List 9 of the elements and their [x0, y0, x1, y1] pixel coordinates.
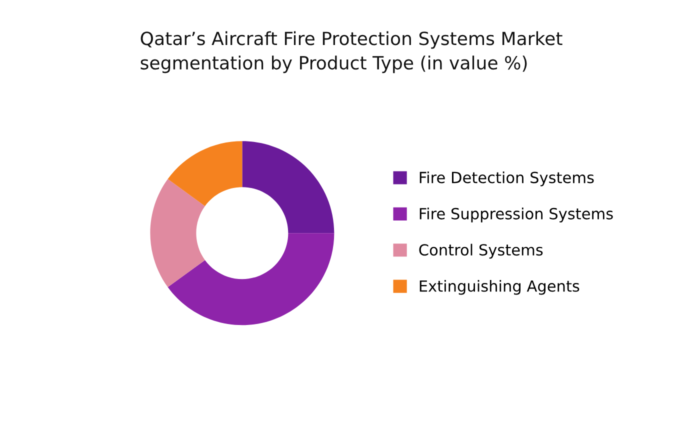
- legend-label: Fire Suppression Systems: [420, 208, 613, 222]
- chart-title: Qatar’s Aircraft Fire Protection Systems Market segmentation by Product Type (in value %): [140, 31, 562, 74]
- donut-slice: [168, 233, 334, 326]
- legend-label: Control Systems: [419, 244, 543, 259]
- donut-slice: [242, 141, 334, 234]
- legend-label: Fire Detection Systems: [420, 171, 594, 186]
- donut-slice: [150, 179, 205, 288]
- donut-slice: [168, 141, 242, 206]
- legend-label: Extinguishing Agents: [420, 280, 580, 295]
